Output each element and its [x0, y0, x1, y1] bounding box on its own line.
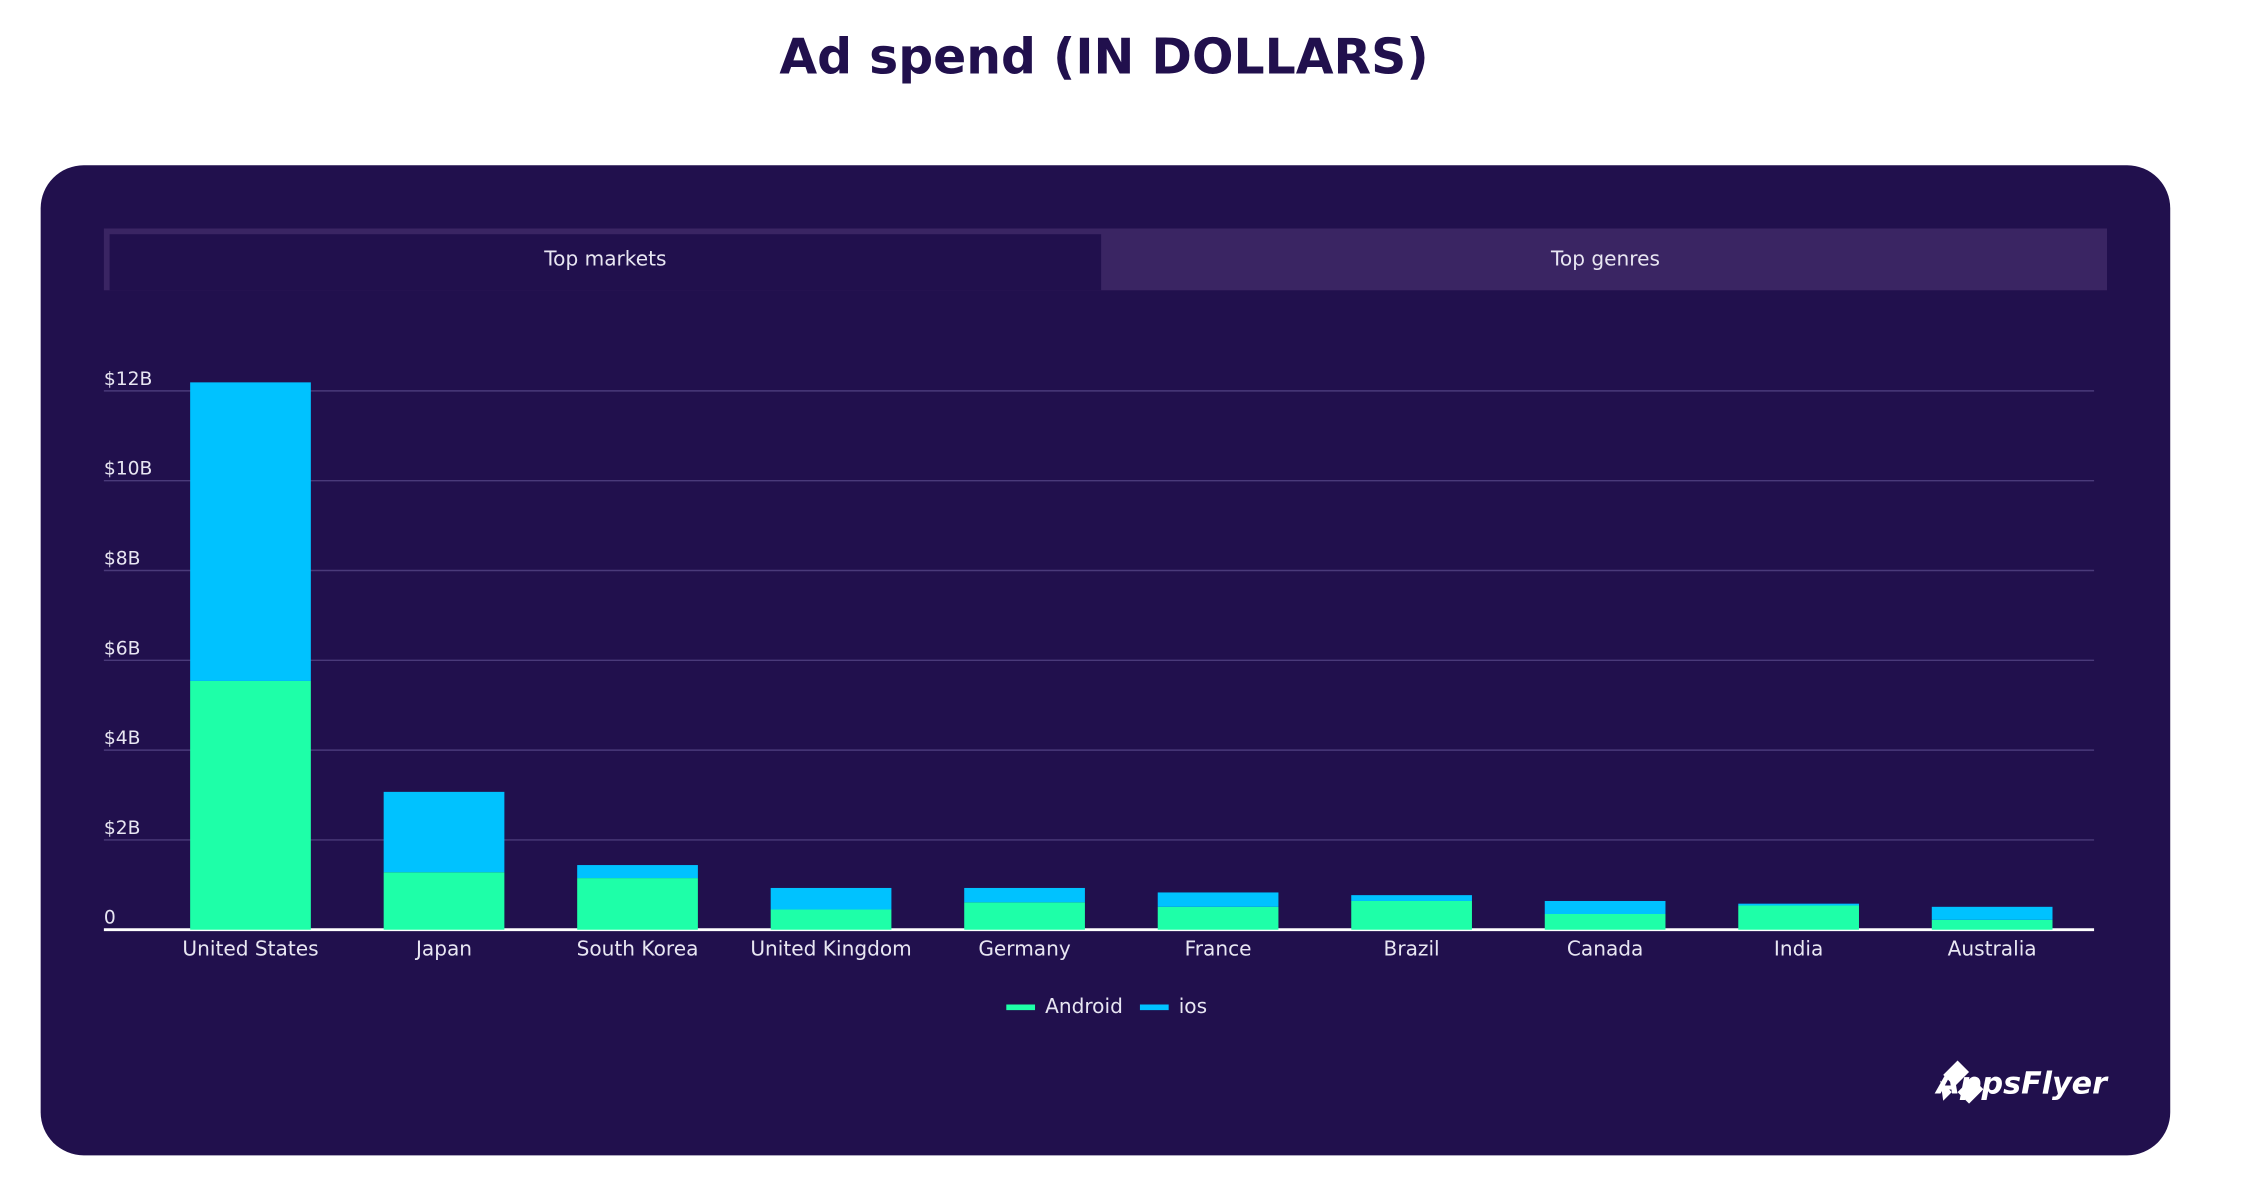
bar-segment: [1738, 905, 1859, 930]
y-tick-label: $8B: [104, 549, 141, 570]
legend-label: ios: [1179, 994, 1207, 1018]
bar-segment: [1931, 906, 2053, 920]
y-tick-label: $12B: [104, 369, 152, 390]
logo-icon: [1940, 1060, 1984, 1104]
x-tick-label: Brazil: [1384, 936, 1440, 960]
bar-segment: [964, 887, 1085, 903]
bar-segment: [383, 791, 505, 873]
x-tick-label: United Kingdom: [750, 936, 911, 960]
bar-segment: [577, 865, 698, 879]
x-tick-label: Germany: [978, 936, 1071, 960]
x-tick-label: Australia: [1948, 936, 2037, 960]
bar-segment: [1544, 914, 1666, 930]
active-tab[interactable]: [109, 234, 1102, 291]
bar-segment: [1157, 892, 1279, 907]
x-tick-label: Japan: [414, 936, 472, 960]
bar-segment: [1738, 903, 1859, 906]
y-tick-label: $2B: [104, 818, 141, 839]
x-tick-label: South Korea: [577, 936, 699, 960]
bar-segment: [1931, 919, 2053, 930]
bar-segment: [964, 902, 1085, 930]
y-tick-label: $4B: [104, 728, 141, 749]
tab-label[interactable]: Top genres: [1550, 247, 1660, 271]
bar-segment: [1544, 900, 1666, 915]
x-tick-label: Canada: [1567, 936, 1644, 960]
bar-segment: [770, 887, 892, 910]
bar-segment: [383, 872, 505, 930]
x-tick-label: France: [1185, 936, 1252, 960]
legend-label: Android: [1045, 994, 1123, 1018]
bar-segment: [770, 909, 892, 930]
y-tick-label: $6B: [104, 638, 141, 659]
x-tick-label: India: [1774, 936, 1823, 960]
bar-segment: [190, 680, 311, 930]
logo: AppsFlyer: [1935, 1066, 2110, 1101]
x-tick-label: United States: [182, 936, 318, 960]
chart-title: Ad spend (IN DOLLARS): [779, 28, 1428, 85]
y-tick-label: $10B: [104, 459, 152, 480]
bar-segment: [1351, 895, 1472, 901]
bar-segment: [190, 382, 311, 681]
tab-label[interactable]: Top markets: [543, 247, 666, 271]
bar-segment: [1351, 900, 1472, 930]
bar-segment: [577, 878, 698, 930]
y-tick-label: 0: [104, 908, 116, 929]
bar-segment: [1157, 906, 1279, 930]
